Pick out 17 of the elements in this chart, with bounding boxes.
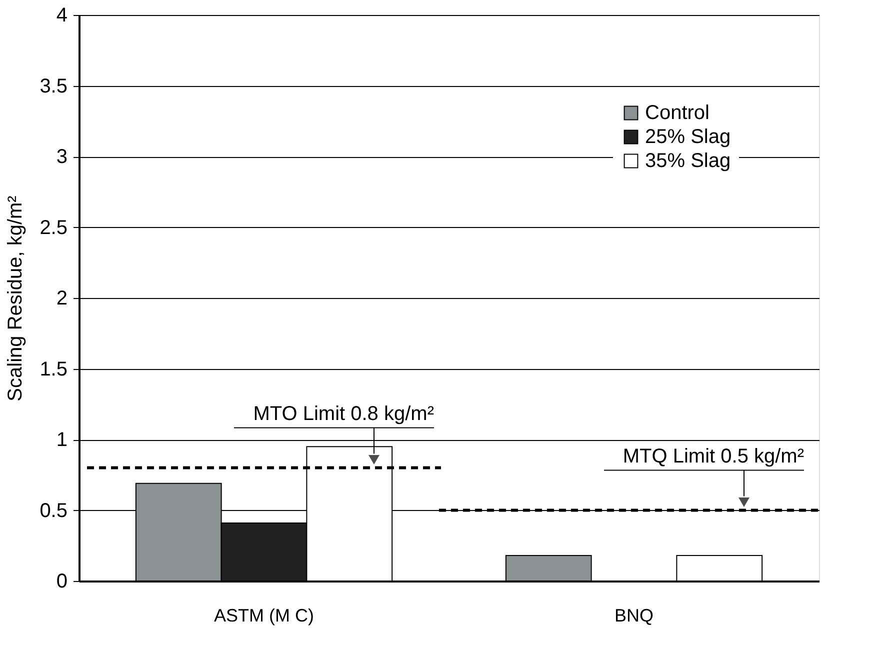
legend-label: 25% Slag bbox=[645, 126, 731, 148]
y-tick-label: 1 bbox=[56, 429, 68, 451]
legend-label: Control bbox=[645, 102, 710, 124]
y-tick-label: 4 bbox=[56, 4, 68, 26]
y-tick-label: 0 bbox=[56, 570, 68, 592]
x-tick-label: ASTM (M C) bbox=[214, 606, 314, 626]
y-tick-label: 0.5 bbox=[40, 500, 68, 522]
x-tick-label: BNQ bbox=[614, 606, 654, 626]
y-tick-label: 1.5 bbox=[40, 358, 68, 380]
y-tick-label: 3 bbox=[56, 146, 68, 168]
y-tick-label: 3.5 bbox=[40, 75, 68, 98]
y-tick-label: 2.5 bbox=[40, 216, 68, 239]
y-axis-title: Scaling Residue, kg/m² bbox=[4, 195, 27, 402]
ref-line-label: MTO Limit 0.8 kg/m² bbox=[253, 402, 434, 425]
legend-label: 35% Slag bbox=[645, 150, 731, 172]
ref-line-label: MTQ Limit 0.5 kg/m² bbox=[622, 445, 804, 468]
y-tick-label: 2 bbox=[56, 288, 68, 310]
